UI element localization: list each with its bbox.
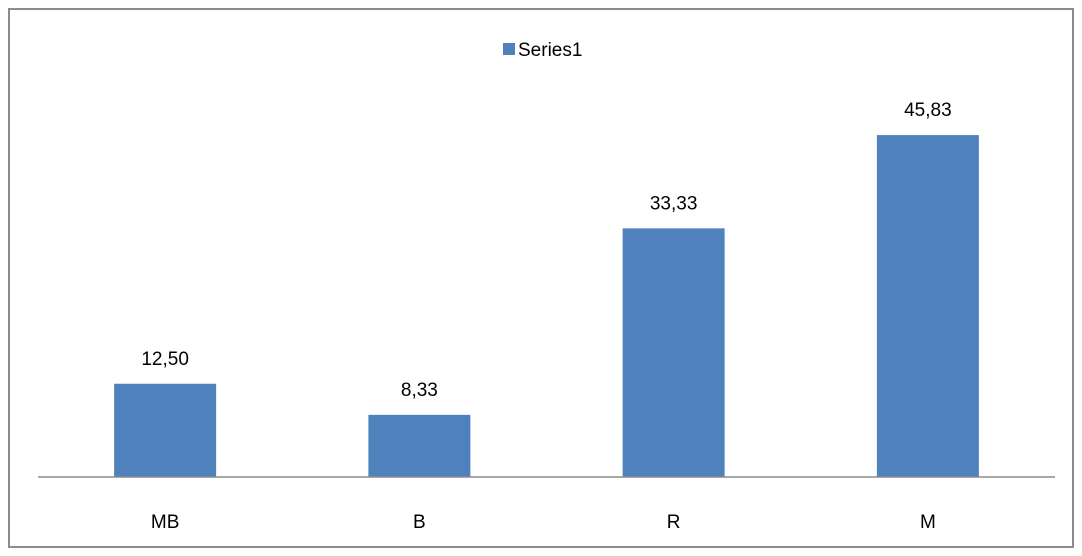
value-label-m: 45,83 xyxy=(904,100,952,121)
value-label-r: 33,33 xyxy=(650,193,698,214)
value-labels: 12,50 8,33 33,33 45,83 xyxy=(141,100,951,401)
bar-r xyxy=(622,228,725,477)
bars xyxy=(114,135,979,477)
category-label-m: M xyxy=(920,512,936,533)
category-labels: MB B R M xyxy=(151,512,936,533)
category-label-r: R xyxy=(667,512,681,533)
legend-swatch xyxy=(503,43,515,55)
category-label-mb: MB xyxy=(151,512,180,533)
bar-mb xyxy=(114,383,217,477)
category-label-b: B xyxy=(413,512,426,533)
bar-m xyxy=(876,135,979,477)
legend: Series1 xyxy=(503,40,582,61)
value-label-mb: 12,50 xyxy=(141,349,189,370)
value-label-b: 8,33 xyxy=(401,380,438,401)
bar-b xyxy=(368,414,471,477)
legend-label: Series1 xyxy=(518,40,582,61)
